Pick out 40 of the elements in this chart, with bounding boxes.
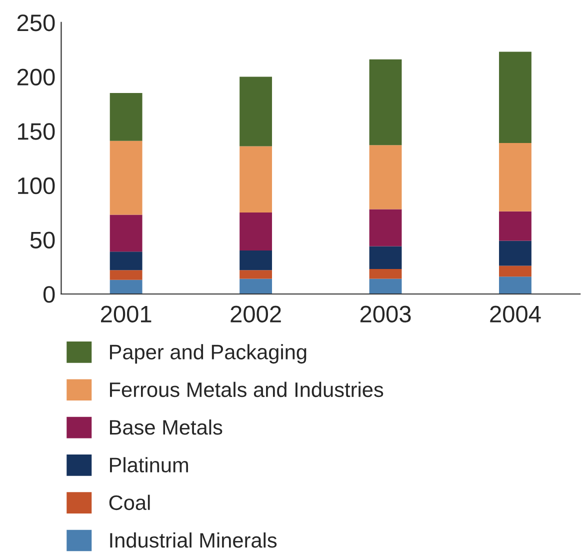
legend-label: Ferrous Metals and Industries bbox=[110, 382, 384, 398]
bar bbox=[240, 270, 272, 279]
bar bbox=[369, 278, 402, 294]
bar bbox=[110, 252, 142, 270]
bar bbox=[240, 76, 272, 146]
bar bbox=[499, 276, 532, 294]
bar bbox=[499, 52, 532, 143]
legend-label: Base Metals bbox=[110, 419, 222, 435]
x-tick-label: 2001 bbox=[101, 306, 152, 322]
y-tick-label: 100 bbox=[18, 177, 55, 194]
bar bbox=[110, 270, 142, 280]
y-tick-label: 150 bbox=[18, 123, 55, 140]
y-tick-label: 200 bbox=[17, 68, 55, 86]
bar bbox=[499, 211, 532, 241]
bar bbox=[110, 280, 142, 294]
x-tick-label: 2004 bbox=[490, 306, 541, 322]
bar bbox=[369, 209, 402, 246]
x-tick-label: 2003 bbox=[360, 306, 411, 322]
bar bbox=[240, 278, 272, 294]
bar bbox=[240, 146, 272, 213]
bar bbox=[369, 145, 402, 210]
bar bbox=[499, 266, 532, 277]
y-tick-label: 50 bbox=[30, 232, 55, 248]
bar bbox=[240, 250, 272, 270]
bar bbox=[499, 240, 532, 266]
legend-label: Platinum bbox=[110, 457, 188, 472]
bar bbox=[110, 214, 142, 252]
bar bbox=[110, 93, 142, 141]
bar bbox=[369, 59, 402, 146]
legend-label: Coal bbox=[109, 494, 150, 510]
y-tick-label: 0 bbox=[43, 286, 55, 303]
bar bbox=[499, 142, 532, 212]
bar bbox=[369, 246, 402, 270]
y-tick-label: 250 bbox=[17, 14, 55, 32]
bar bbox=[240, 212, 272, 251]
legend-label: Paper and Packaging bbox=[110, 344, 306, 364]
bar bbox=[110, 140, 142, 215]
x-tick-label: 2002 bbox=[230, 306, 281, 322]
bar bbox=[369, 269, 402, 279]
legend-label: Industrial Minerals bbox=[110, 532, 277, 548]
